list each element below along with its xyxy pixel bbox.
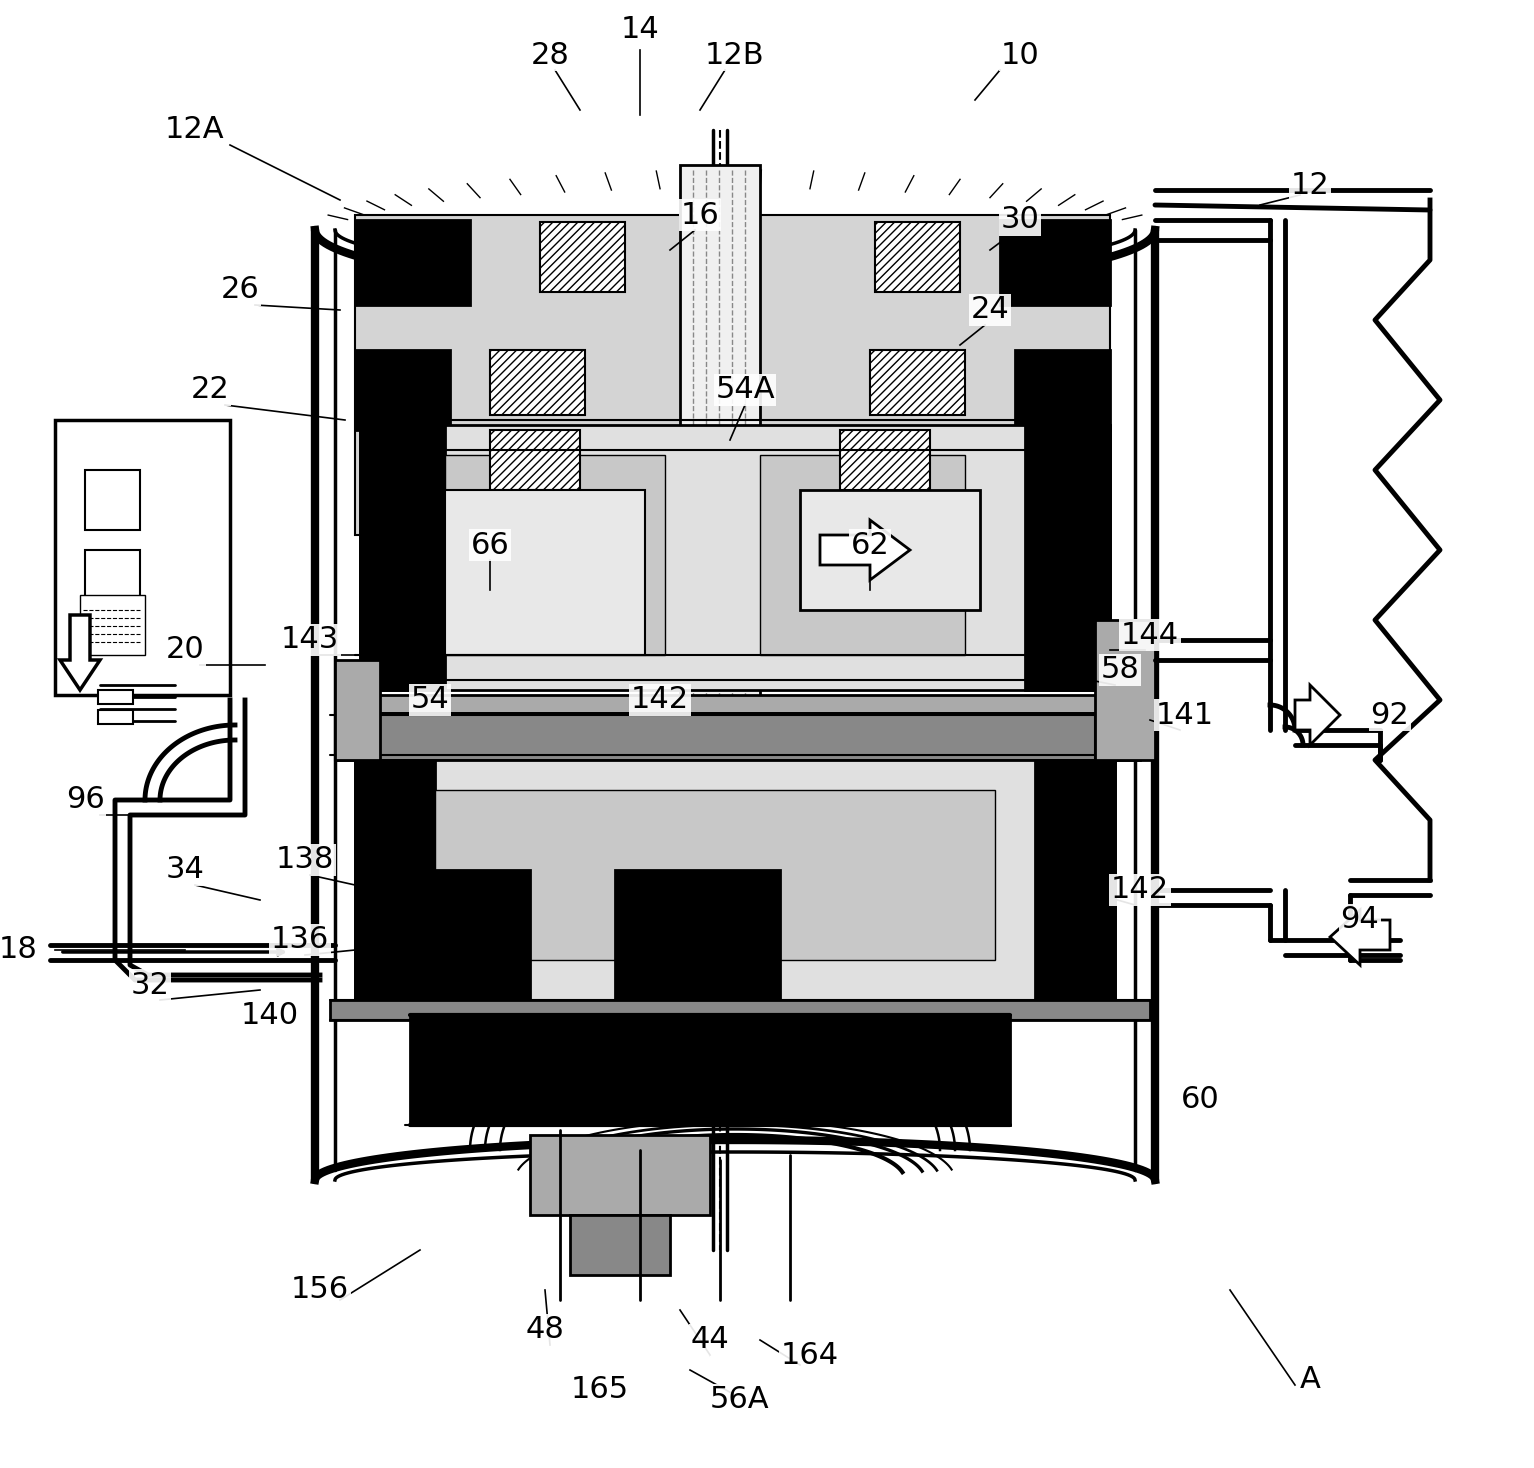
Polygon shape xyxy=(821,520,910,580)
Bar xyxy=(489,430,580,490)
Bar xyxy=(870,349,965,415)
Text: 22: 22 xyxy=(190,376,230,405)
Bar xyxy=(360,426,445,690)
Text: 156: 156 xyxy=(291,1276,350,1305)
Text: 164: 164 xyxy=(781,1340,839,1370)
Bar xyxy=(360,694,1111,713)
Text: 12B: 12B xyxy=(706,41,765,69)
Bar xyxy=(615,871,779,1000)
Bar xyxy=(400,871,531,1000)
Text: 138: 138 xyxy=(276,846,334,875)
Text: 142: 142 xyxy=(630,686,689,715)
Text: 26: 26 xyxy=(221,276,259,304)
Bar xyxy=(84,470,140,530)
Text: 165: 165 xyxy=(571,1376,629,1405)
Text: 136: 136 xyxy=(272,925,330,954)
Text: 44: 44 xyxy=(690,1326,729,1355)
Circle shape xyxy=(84,602,141,658)
Text: 60: 60 xyxy=(1181,1085,1220,1114)
Text: 20: 20 xyxy=(166,636,204,665)
Bar xyxy=(1095,713,1140,760)
Text: 58: 58 xyxy=(1100,656,1140,684)
Text: 92: 92 xyxy=(1370,700,1410,730)
Text: 16: 16 xyxy=(681,201,719,229)
Bar xyxy=(1025,426,1111,690)
Text: 144: 144 xyxy=(1121,621,1180,649)
Text: 54A: 54A xyxy=(715,376,775,405)
Bar xyxy=(410,1014,1009,1124)
Bar xyxy=(354,349,449,430)
Bar xyxy=(334,713,1140,760)
Polygon shape xyxy=(1330,910,1390,964)
Bar xyxy=(84,550,140,600)
Text: 62: 62 xyxy=(851,530,890,559)
Text: 10: 10 xyxy=(1000,41,1040,69)
Text: 28: 28 xyxy=(531,41,569,69)
Bar xyxy=(354,214,1111,534)
Polygon shape xyxy=(60,615,100,690)
Text: 34: 34 xyxy=(166,856,204,885)
Bar xyxy=(489,349,584,415)
Text: 18: 18 xyxy=(0,935,37,964)
Bar xyxy=(680,164,759,730)
Bar xyxy=(874,222,960,292)
Bar xyxy=(1016,349,1111,430)
Text: 24: 24 xyxy=(971,295,1009,324)
Bar xyxy=(354,760,436,1006)
Bar xyxy=(98,711,133,724)
Bar xyxy=(334,713,380,760)
Bar xyxy=(759,455,965,655)
Bar xyxy=(445,455,666,655)
Bar xyxy=(841,430,930,490)
Text: 48: 48 xyxy=(526,1315,565,1345)
Bar xyxy=(354,220,469,305)
Text: 140: 140 xyxy=(241,1001,299,1029)
Text: 94: 94 xyxy=(1341,906,1379,935)
Polygon shape xyxy=(1295,686,1341,744)
Bar xyxy=(360,426,1111,690)
Text: 56A: 56A xyxy=(710,1386,770,1415)
Bar xyxy=(540,222,624,292)
Text: 30: 30 xyxy=(1000,206,1040,235)
Text: A: A xyxy=(1299,1365,1321,1395)
Text: 32: 32 xyxy=(130,970,169,1000)
Bar xyxy=(436,790,996,960)
Text: 141: 141 xyxy=(1157,700,1213,730)
Bar xyxy=(80,595,146,655)
Bar xyxy=(445,490,644,655)
Bar xyxy=(55,420,230,694)
Bar xyxy=(330,1000,1150,1020)
Bar xyxy=(1035,760,1115,1006)
Bar xyxy=(801,490,980,611)
Text: 96: 96 xyxy=(66,785,104,815)
Bar xyxy=(354,760,1115,1006)
Bar xyxy=(571,1216,670,1276)
Text: 66: 66 xyxy=(471,530,509,559)
Text: 14: 14 xyxy=(621,16,660,44)
Bar xyxy=(98,690,133,705)
Bar xyxy=(1095,619,1155,760)
Text: 143: 143 xyxy=(281,625,339,655)
Bar xyxy=(334,661,380,760)
Bar xyxy=(531,1135,710,1216)
Bar xyxy=(1000,220,1111,305)
Text: 12A: 12A xyxy=(166,116,225,144)
Text: 142: 142 xyxy=(1111,875,1169,904)
Text: 12: 12 xyxy=(1290,170,1330,200)
Text: 54: 54 xyxy=(411,686,449,715)
